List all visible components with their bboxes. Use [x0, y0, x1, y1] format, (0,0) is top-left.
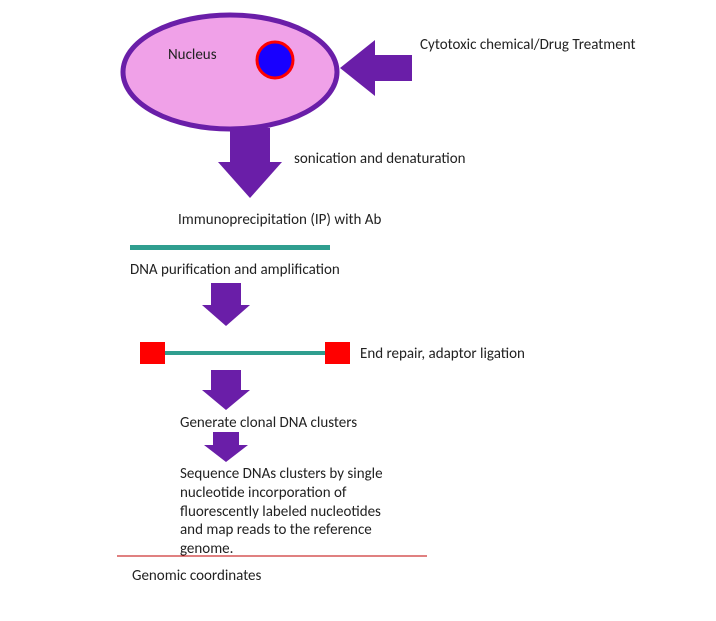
label-adaptor: End repair, adaptor ligation — [360, 345, 525, 364]
nucleus-label: Nucleus — [168, 46, 217, 65]
label-genomic: Genomic coordinates — [132, 567, 261, 586]
label-sonication: sonication and denaturation — [294, 150, 466, 169]
arrow-sonication — [218, 128, 282, 198]
label-treatment: Cytotoxic chemical/Drug Treatment — [420, 36, 640, 55]
cell-body — [123, 15, 337, 129]
label-purification: DNA purification and amplification — [130, 261, 340, 280]
arrow-treatment — [340, 40, 412, 96]
dna-bar-1 — [130, 245, 330, 250]
nucleus-circle — [257, 42, 293, 78]
label-ip: Immunoprecipitation (IP) with Ab — [178, 211, 381, 230]
arrow-sequence — [204, 432, 248, 462]
adaptor-right — [325, 342, 350, 364]
label-clonal: Generate clonal DNA clusters — [180, 414, 357, 433]
label-sequence: Sequence DNAs clusters by single nucleot… — [180, 465, 402, 559]
adaptor-left — [140, 342, 165, 364]
arrow-clonal — [202, 370, 250, 410]
dna-bar-2 — [165, 351, 325, 355]
arrow-purification — [202, 283, 250, 326]
